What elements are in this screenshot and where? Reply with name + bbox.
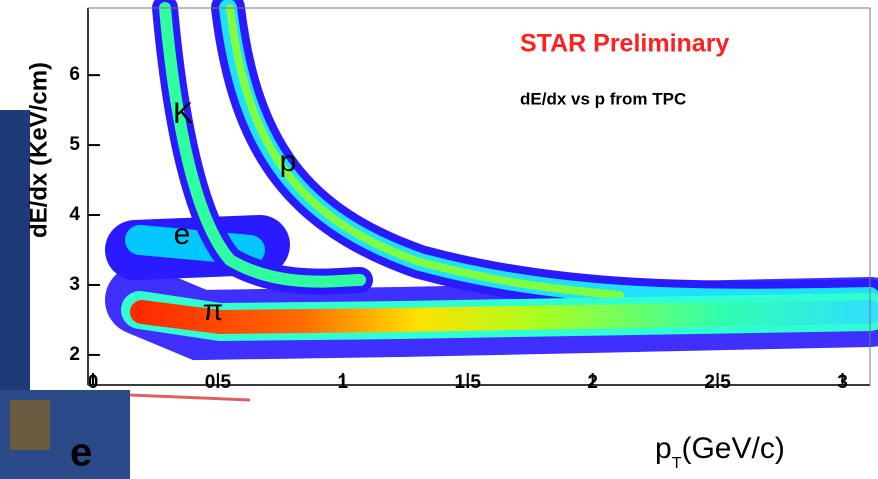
x-tick-label: 0.5 [205,372,232,393]
y-tick-label: 6 [69,64,80,85]
x-label-sub: T [672,455,682,472]
x-tick-label: 2.5 [704,372,731,393]
particle-label: e [174,218,191,251]
x-label-rest: (GeV/c) [681,432,784,465]
x-tick-label: 0 [88,372,99,393]
x-tick-label: 1 [338,372,349,393]
density-cloud [105,0,878,361]
x-label-base: p [655,432,672,465]
x-tick-label: 2 [587,372,598,393]
particle-label: K [173,97,193,130]
annotation: dE/dx vs p from TPC [520,89,686,108]
y-tick-label: 3 [69,274,80,295]
plot-frame [87,7,871,386]
y-axis-label: dE/dx (KeV/cm) [25,62,52,238]
background-text: e [70,431,92,475]
y-tick-label: 5 [69,134,80,155]
particle-label: π [203,294,224,327]
x-axis-label: pT(GeV/c) [655,432,785,472]
y-tick-label: 2 [69,344,80,365]
photo-fragment [0,110,30,410]
annotation: STAR Preliminary [520,30,729,58]
photo-line [129,393,251,402]
x-tick-label: 3 [837,372,848,393]
particle-label: p [280,145,297,178]
x-tick-label: 1.5 [455,372,482,393]
y-tick-label: 4 [69,204,80,225]
photo-fragment [10,400,50,450]
